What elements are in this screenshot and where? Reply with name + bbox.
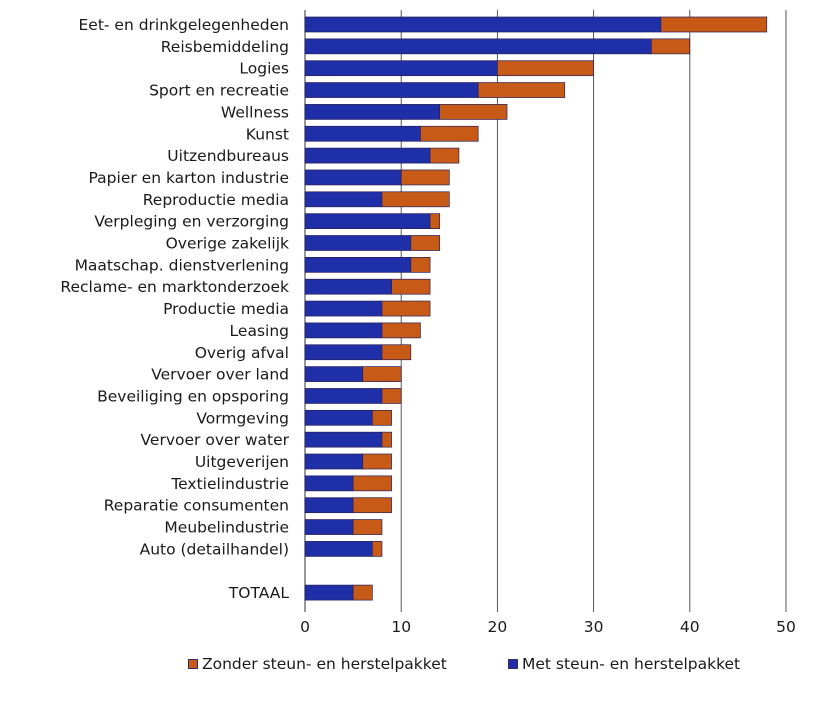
bar-met-overig-afval: [304, 344, 383, 361]
category-label-textielindustrie: Textielindustrie: [170, 475, 289, 493]
bar-met-uitzendbureaus: [304, 147, 431, 164]
legend-label-met: Met steun- en herstelpakket: [522, 655, 741, 673]
category-label-leasing: Leasing: [230, 322, 289, 340]
bar-zonder-papier-en-karton-industrie: [400, 169, 450, 186]
bar-zonder-verpleging-en-verzorging: [429, 213, 441, 229]
legend-item-met: Met steun- en herstelpakket: [508, 655, 740, 673]
bar-zonder-productie-media: [381, 300, 431, 317]
category-label-wellness: Wellness: [221, 103, 289, 121]
category-label-vormgeving: Vormgeving: [196, 409, 289, 427]
category-label-kunst: Kunst: [246, 125, 289, 143]
bar-met-reparatie-consumenten: [304, 497, 354, 514]
bar-met-totaal: [304, 584, 354, 601]
bar-met-vormgeving: [304, 409, 373, 426]
category-label-reisbemiddeling: Reisbemiddeling: [161, 38, 289, 56]
x-tick-label-40: 40: [680, 618, 700, 636]
stacked-bar-chart: Eet- en drinkgelegenheden Reisbemiddeling…: [60, 10, 796, 636]
bar-zonder-textielindustrie: [352, 475, 392, 492]
bar-met-vervoer-over-water: [304, 431, 383, 448]
category-label-vervoer-over-land: Vervoer over land: [151, 366, 289, 384]
category-label-overige-zakelijk: Overige zakelijk: [166, 235, 289, 253]
category-label-logies: Logies: [239, 60, 289, 78]
x-tick-label-10: 10: [391, 618, 411, 636]
category-label-uitzendbureaus: Uitzendbureaus: [167, 147, 289, 165]
bar-zonder-uitzendbureaus: [429, 147, 460, 164]
bar-zonder-logies: [497, 60, 594, 77]
category-label-meubelindustrie: Meubelindustrie: [164, 519, 289, 537]
bar-met-productie-media: [304, 300, 383, 317]
bar-met-auto-detailhandel: [304, 541, 373, 557]
category-label-vervoer-over-water: Vervoer over water: [141, 431, 290, 449]
bar-zonder-vervoer-over-land: [362, 366, 402, 382]
bar-met-wellness: [304, 104, 441, 120]
bar-zonder-reclame-en-marktonderzoek: [391, 278, 431, 295]
category-label-verpleging-en-verzorging: Verpleging en verzorging: [94, 213, 289, 231]
category-label-totaal: TOTAAL: [228, 584, 290, 602]
category-label-eet-en-drinkgelegenheden: Eet- en drinkgelegenheden: [78, 16, 289, 34]
bar-zonder-totaal: [352, 584, 373, 601]
legend-swatch-zonder: [188, 659, 198, 669]
legend-swatch-met: [508, 659, 518, 669]
bar-met-sport-en-recreatie: [304, 82, 479, 98]
bar-zonder-reparatie-consumenten: [352, 497, 392, 514]
bar-met-textielindustrie: [304, 475, 354, 492]
bar-met-kunst: [304, 125, 421, 142]
category-labels: Eet- en drinkgelegenheden Reisbemiddeling…: [60, 16, 289, 602]
bar-zonder-sport-en-recreatie: [477, 82, 566, 98]
bar-zonder-wellness: [439, 104, 508, 120]
legend: Zonder steun- en herstelpakket Met steun…: [0, 655, 820, 679]
category-label-reclame-en-marktonderzoek: Reclame- en marktonderzoek: [60, 278, 289, 296]
bar-zonder-reisbemiddeling: [650, 38, 691, 55]
category-label-maatschap-dienstverlening: Maatschap. dienstverlening: [75, 256, 289, 274]
bar-zonder-leasing: [381, 322, 421, 339]
bar-zonder-kunst: [420, 125, 479, 142]
bar-zonder-vormgeving: [371, 409, 392, 426]
bar-met-leasing: [304, 322, 383, 339]
bar-met-uitgeverijen: [304, 453, 364, 470]
x-tick-label-0: 0: [300, 618, 310, 636]
legend-label-zonder: Zonder steun- en herstelpakket: [202, 655, 447, 673]
bar-zonder-maatschap-dienstverlening: [410, 257, 431, 273]
category-label-sport-en-recreatie: Sport en recreatie: [149, 82, 289, 100]
x-tick-label-20: 20: [488, 618, 508, 636]
bar-zonder-vervoer-over-water: [381, 431, 392, 448]
bar-met-reproductie-media: [304, 191, 383, 208]
category-label-papier-en-karton-industrie: Papier en karton industrie: [89, 169, 289, 187]
bar-met-eet-en-drinkgelegenheden: [304, 16, 662, 33]
legend-item-zonder: Zonder steun- en herstelpakket: [188, 655, 447, 673]
category-label-reproductie-media: Reproductie media: [143, 191, 289, 209]
bar-zonder-reproductie-media: [381, 191, 450, 208]
category-label-uitgeverijen: Uitgeverijen: [195, 453, 289, 471]
category-label-overig-afval: Overig afval: [195, 344, 289, 362]
bar-zonder-beveiliging-en-opsporing: [381, 388, 402, 404]
bar-met-overige-zakelijk: [304, 235, 412, 251]
bar-met-logies: [304, 60, 498, 77]
bar-met-meubelindustrie: [304, 519, 354, 535]
bar-met-reisbemiddeling: [304, 38, 652, 55]
bar-zonder-uitgeverijen: [362, 453, 392, 470]
bar-zonder-meubelindustrie: [352, 519, 383, 535]
category-label-auto-detailhandel: Auto (detailhandel): [140, 540, 289, 558]
bar-zonder-overige-zakelijk: [410, 235, 441, 251]
category-label-productie-media: Productie media: [163, 300, 289, 318]
category-label-reparatie-consumenten: Reparatie consumenten: [104, 497, 289, 515]
x-tick-labels: 0 10 20 30 40 50: [300, 618, 796, 636]
bar-met-maatschap-dienstverlening: [304, 257, 412, 273]
bar-zonder-auto-detailhandel: [371, 541, 383, 557]
category-label-beveiliging-en-opsporing: Beveiliging en opsporing: [97, 387, 289, 405]
x-tick-label-50: 50: [776, 618, 796, 636]
bars: [304, 16, 768, 601]
bar-met-papier-en-karton-industrie: [304, 169, 402, 186]
bar-met-vervoer-over-land: [304, 366, 364, 382]
bar-met-verpleging-en-verzorging: [304, 213, 431, 229]
bar-met-beveiliging-en-opsporing: [304, 388, 383, 404]
bar-met-reclame-en-marktonderzoek: [304, 278, 392, 295]
x-tick-label-30: 30: [584, 618, 604, 636]
bar-zonder-eet-en-drinkgelegenheden: [660, 16, 768, 33]
bar-zonder-overig-afval: [381, 344, 412, 361]
